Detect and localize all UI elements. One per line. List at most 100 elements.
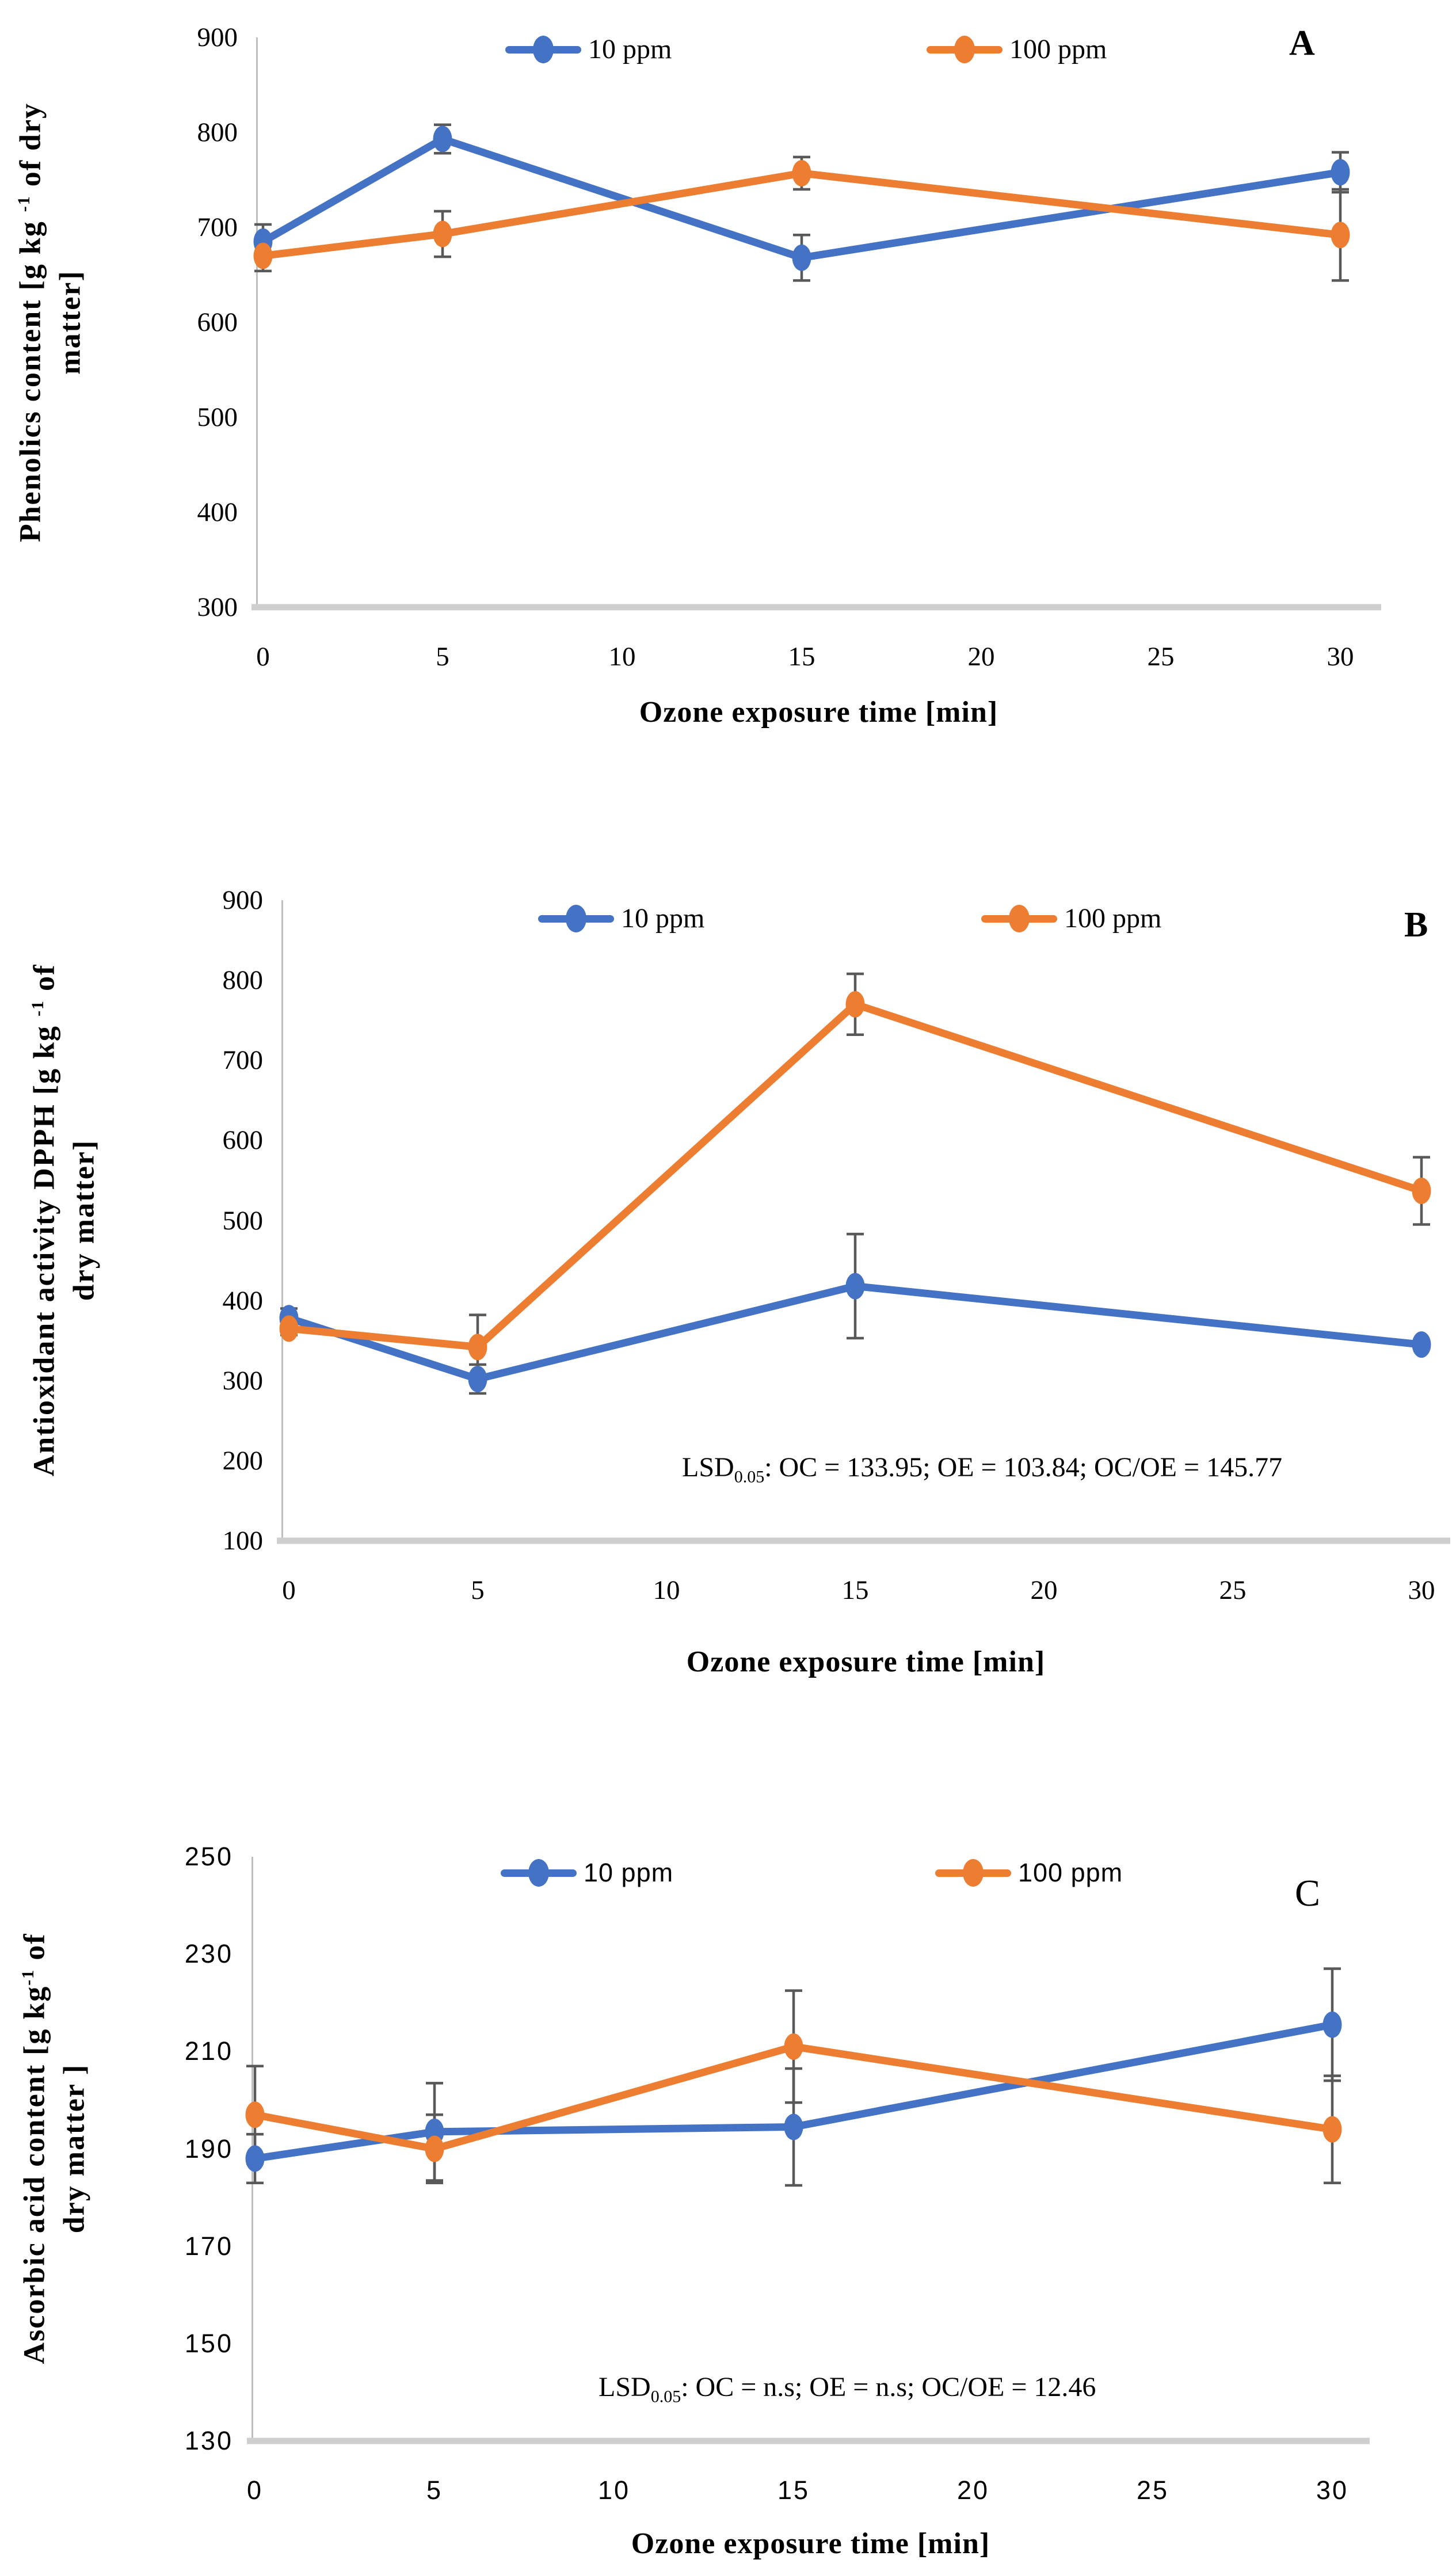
legend-item-10ppm: 10 ppm bbox=[505, 33, 672, 65]
data-point-100ppm bbox=[425, 2135, 444, 2162]
plot-area bbox=[277, 900, 1450, 1544]
legend-label-100ppm: 100 ppm bbox=[1018, 1858, 1123, 1887]
x-tick-label: 25 bbox=[1147, 642, 1175, 672]
x-tick-label: 20 bbox=[967, 642, 995, 672]
data-point-100ppm bbox=[792, 159, 811, 186]
x-tick-label: 15 bbox=[777, 2475, 810, 2505]
y-tick-label: 700 bbox=[197, 212, 238, 242]
y-tick-label: 300 bbox=[222, 1365, 264, 1396]
legend-marker-100ppm-icon bbox=[981, 904, 1057, 933]
legend-label-10ppm: 10 ppm bbox=[588, 34, 672, 64]
y-tick-label: 170 bbox=[184, 2231, 233, 2261]
panel-letter: B bbox=[1404, 905, 1428, 944]
y-tick-label: 250 bbox=[184, 1842, 233, 1871]
y-tick-label: 900 bbox=[197, 22, 238, 52]
data-point-100ppm bbox=[245, 2101, 265, 2128]
legend-label-100ppm: 100 ppm bbox=[1064, 903, 1162, 934]
legend-label-100ppm: 100 ppm bbox=[1009, 34, 1107, 64]
data-point-100ppm bbox=[253, 242, 273, 269]
data-point-100ppm bbox=[279, 1315, 299, 1342]
x-tick-label: 5 bbox=[426, 2475, 443, 2505]
panel-letter: C bbox=[1295, 1872, 1321, 1914]
y-tick-label: 600 bbox=[197, 307, 238, 337]
y-tick-label: 800 bbox=[197, 117, 238, 147]
y-tick-label: 130 bbox=[184, 2426, 233, 2455]
superscript: -1 bbox=[14, 195, 34, 212]
data-point-10ppm bbox=[1412, 1331, 1431, 1358]
legend-label-10ppm: 10 ppm bbox=[621, 903, 705, 934]
x-tick-label: 10 bbox=[597, 2475, 631, 2505]
x-axis-title: Ozone exposure time [min] bbox=[631, 2527, 990, 2560]
x-axis-title: Ozone exposure time [min] bbox=[686, 1646, 1046, 1678]
plot-area bbox=[245, 1857, 1370, 2444]
legend-marker-10ppm-icon bbox=[538, 904, 614, 933]
chart-panel-b: Antioxidant activity DPPH [g kg -1 of dr… bbox=[0, 852, 1456, 1727]
y-tick-label: 400 bbox=[197, 497, 238, 527]
x-tick-label: 5 bbox=[471, 1575, 485, 1605]
y-tick-label: 900 bbox=[222, 885, 264, 915]
legend-item-100ppm: 100 ppm bbox=[927, 33, 1107, 65]
data-point-100ppm bbox=[1331, 222, 1350, 249]
series-line-100ppm bbox=[254, 2043, 1333, 2153]
panel-letter: A bbox=[1289, 24, 1315, 63]
series-line-100ppm bbox=[262, 169, 1341, 260]
x-tick-label: 30 bbox=[1408, 1575, 1435, 1605]
chart-panel-a: Phenolics content [g kg -1 of dry matter… bbox=[0, 0, 1456, 852]
series-line-100ppm bbox=[288, 1000, 1423, 1351]
chart-panel-c: Ascorbic acid content [g kg-1 of dry mat… bbox=[0, 1727, 1456, 2571]
plot-area bbox=[251, 37, 1381, 611]
legend-marker-10ppm-icon bbox=[501, 1858, 577, 1887]
subscript: 0.05 bbox=[734, 1467, 765, 1487]
x-tick-label: 0 bbox=[256, 642, 270, 672]
data-point-10ppm bbox=[245, 2145, 265, 2172]
x-tick-label: 20 bbox=[956, 2475, 990, 2505]
y-tick-label: 600 bbox=[222, 1125, 264, 1156]
data-point-10ppm bbox=[1322, 2011, 1342, 2038]
superscript: -1 bbox=[28, 1000, 48, 1017]
series-line-10ppm bbox=[254, 2021, 1333, 2162]
x-tick-label: 20 bbox=[1030, 1575, 1058, 1605]
superscript: -1 bbox=[18, 1968, 38, 1986]
y-tick-label: 230 bbox=[184, 1939, 233, 1969]
data-point-100ppm bbox=[468, 1334, 487, 1361]
data-point-10ppm bbox=[784, 2113, 803, 2140]
x-tick-label: 0 bbox=[282, 1575, 296, 1605]
subscript: 0.05 bbox=[650, 2387, 681, 2406]
x-tick-label: 15 bbox=[788, 642, 815, 672]
legend-marker-100ppm-icon bbox=[927, 35, 1003, 64]
data-point-10ppm bbox=[792, 244, 811, 271]
data-point-10ppm bbox=[845, 1273, 865, 1300]
x-tick-label: 15 bbox=[841, 1575, 869, 1605]
data-point-100ppm bbox=[1412, 1178, 1431, 1205]
y-tick-label: 190 bbox=[184, 2134, 233, 2164]
y-tick-label: 500 bbox=[222, 1205, 264, 1236]
data-point-100ppm bbox=[845, 991, 865, 1018]
legend-marker-100ppm-icon bbox=[935, 1858, 1011, 1887]
y-tick-label: 400 bbox=[222, 1285, 264, 1316]
legend-item-100ppm: 100 ppm bbox=[981, 902, 1161, 934]
legend-item-100ppm: 100 ppm bbox=[935, 1858, 1123, 1888]
series-line-10ppm bbox=[288, 1282, 1422, 1383]
x-tick-label: 30 bbox=[1327, 642, 1354, 672]
y-tick-label: 700 bbox=[222, 1045, 264, 1076]
lsd-annotation: LSD0.05: OC = n.s; OE = n.s; OC/OE = 12.… bbox=[599, 2372, 1096, 2406]
data-point-100ppm bbox=[784, 2033, 803, 2060]
x-tick-label: 5 bbox=[436, 642, 449, 672]
data-point-10ppm bbox=[1331, 159, 1350, 186]
legend-label-10ppm: 10 ppm bbox=[584, 1858, 674, 1887]
legend-marker-10ppm-icon bbox=[505, 35, 581, 64]
data-point-100ppm bbox=[433, 220, 452, 247]
y-tick-label: 800 bbox=[222, 965, 264, 996]
legend-item-10ppm: 10 ppm bbox=[501, 1858, 673, 1888]
x-axis-title: Ozone exposure time [min] bbox=[639, 696, 998, 729]
y-tick-label: 150 bbox=[184, 2328, 233, 2358]
y-tick-label: 300 bbox=[197, 592, 238, 622]
y-tick-label: 500 bbox=[197, 402, 238, 432]
series-line-10ppm bbox=[261, 135, 1341, 262]
data-point-10ppm bbox=[468, 1365, 487, 1392]
x-tick-label: 25 bbox=[1136, 2475, 1169, 2505]
data-point-100ppm bbox=[1322, 2116, 1342, 2143]
legend-item-10ppm: 10 ppm bbox=[538, 902, 704, 934]
y-tick-label: 100 bbox=[222, 1526, 264, 1556]
